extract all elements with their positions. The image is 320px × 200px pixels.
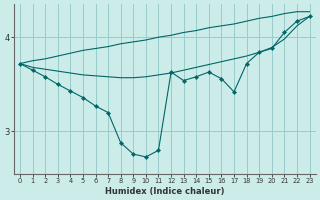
X-axis label: Humidex (Indice chaleur): Humidex (Indice chaleur) [105, 187, 225, 196]
